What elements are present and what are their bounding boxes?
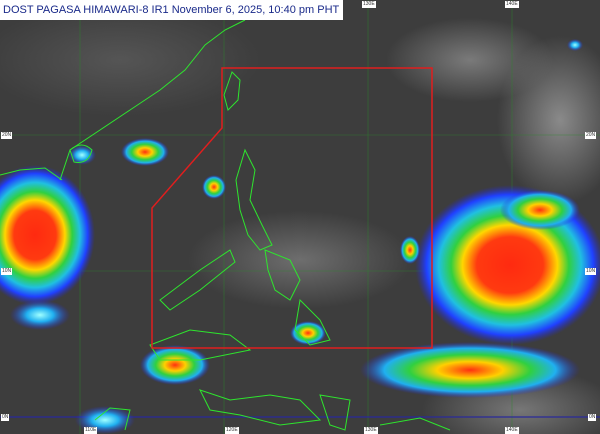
lat-label-right-10n: 10N [585, 268, 597, 275]
lon-label-top-140e: 140E [505, 1, 519, 8]
lon-label-bottom-130e: 130E [364, 427, 378, 434]
image-title: DOST PAGASA HIMAWARI-8 IR1 November 6, 2… [0, 0, 344, 20]
lat-label-left-10n: 10N [1, 268, 13, 275]
lon-label-bottom-120e: 120E [225, 427, 239, 434]
storm-west [0, 165, 95, 330]
lon-label-top-130e: 130E [362, 1, 376, 8]
lon-label-bottom-110e: 110E [84, 427, 98, 434]
lat-label-right-20n: 20N [585, 132, 597, 139]
coastlines [0, 19, 451, 431]
lon-label-bottom-140e: 140E [505, 427, 519, 434]
par-boundary [151, 67, 433, 349]
lat-label-right-0n: 0N [588, 414, 597, 421]
lat-label-left-0n: 0N [1, 414, 10, 421]
storm-east [360, 185, 600, 398]
lat-label-left-20n: 20N [1, 132, 13, 139]
